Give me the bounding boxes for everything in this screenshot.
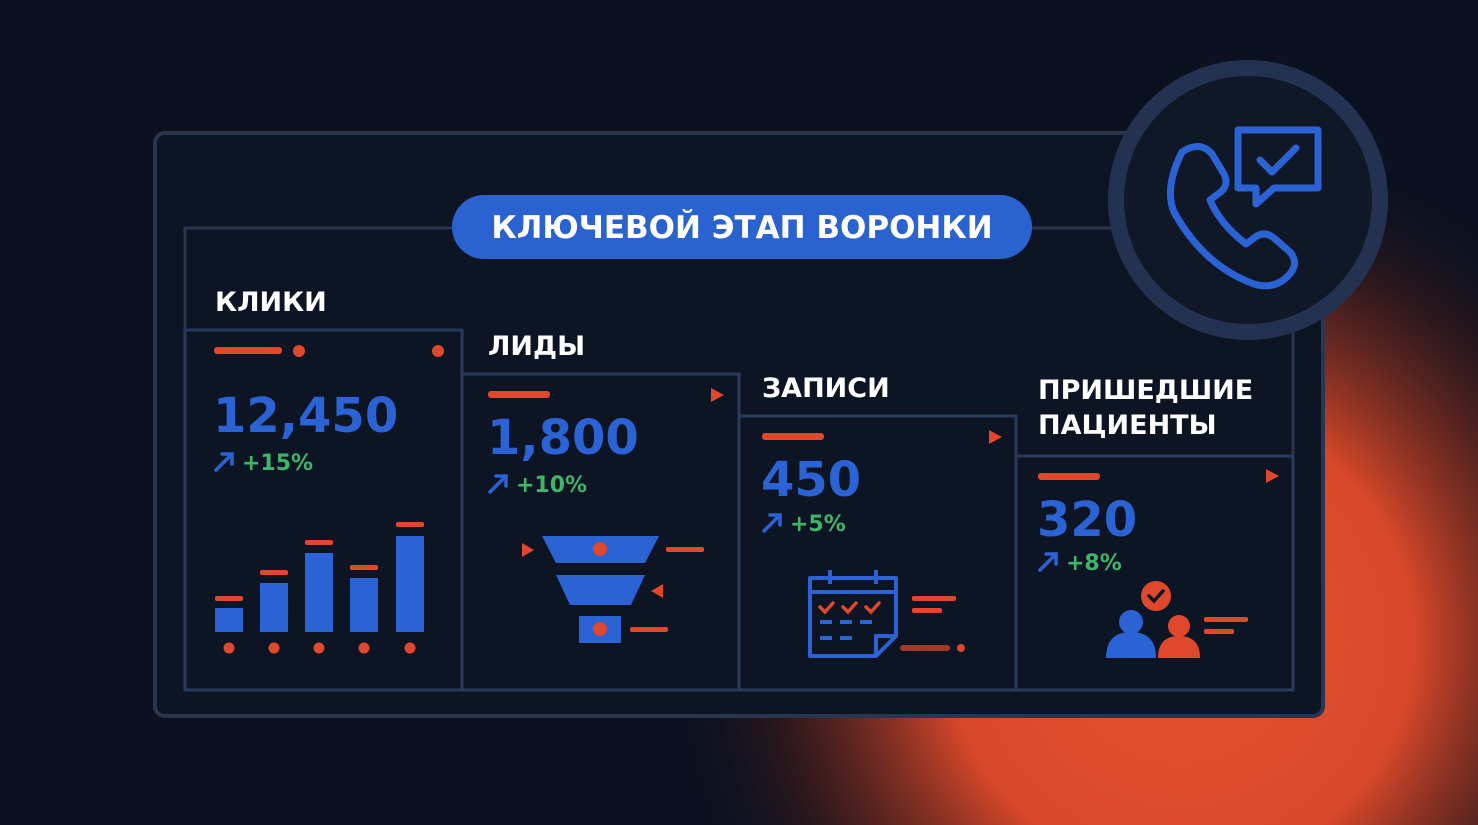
decor: [864, 601, 881, 615]
decor: [305, 540, 333, 545]
decor: [900, 596, 965, 652]
decor: [522, 543, 534, 557]
decor: [841, 601, 858, 615]
decor-red: [214, 345, 1279, 483]
stage-label: ПАЦИЕНТЫ: [1038, 410, 1217, 441]
decor: [260, 570, 288, 575]
decor: [1266, 469, 1279, 483]
decor: [666, 547, 704, 552]
decor: [651, 584, 663, 598]
decor: [860, 620, 872, 624]
decor: [1204, 617, 1248, 622]
decor: [593, 622, 607, 636]
patients-icon: [1106, 581, 1248, 658]
stage-boxes: [183, 328, 1295, 692]
decor: [900, 645, 950, 651]
decor: [1204, 629, 1234, 634]
decor: [522, 542, 704, 636]
decor: [762, 433, 824, 440]
decor: [1141, 581, 1171, 611]
stage-change: +8%: [1066, 551, 1122, 576]
decor: [432, 345, 444, 357]
decor: [215, 522, 424, 654]
decor: [350, 578, 378, 632]
decor: [818, 601, 881, 615]
decor: [215, 536, 424, 632]
stage-label: ПРИШЕДШИЕ: [1038, 375, 1253, 406]
decor: [957, 644, 965, 652]
decor: [711, 388, 724, 402]
decor: [556, 575, 645, 605]
decor: [1158, 636, 1200, 658]
decor: [989, 430, 1002, 444]
decor: [488, 391, 550, 398]
decor: [1166, 143, 1298, 290]
decor: [293, 345, 305, 357]
decor: [488, 474, 508, 494]
decor: [1204, 617, 1248, 634]
decor: [1147, 589, 1165, 604]
decor: [840, 620, 852, 624]
decor: [912, 596, 956, 601]
icon-circle: [1108, 60, 1388, 340]
decor: [820, 636, 832, 640]
decor: [214, 347, 282, 354]
stage-label: КЛИКИ: [215, 287, 327, 318]
stage-change: +10%: [516, 473, 587, 498]
decor: [818, 601, 835, 615]
decor: [268, 642, 280, 654]
decor: [215, 596, 243, 601]
funnel-icon: [522, 536, 704, 643]
decor: [214, 452, 234, 472]
decor: [350, 565, 378, 570]
decor: [1038, 552, 1058, 572]
decor: [305, 553, 333, 632]
decor: [396, 536, 424, 632]
stage-value: 1,800: [487, 410, 639, 466]
decor: [404, 642, 416, 654]
stage-value: 320: [1037, 492, 1137, 548]
decor: [808, 576, 898, 658]
calendar-icon: [808, 570, 965, 658]
decor: [912, 608, 942, 613]
decor: [396, 522, 424, 527]
stage-label: ЛИДЫ: [488, 331, 585, 362]
decor: [260, 583, 288, 632]
change-arrows: [214, 452, 1058, 572]
stage-change: +15%: [242, 451, 313, 476]
stage-change: +5%: [790, 512, 846, 537]
title-pill: [452, 195, 1032, 259]
decor: [593, 542, 607, 556]
decor: [313, 642, 325, 654]
stage-value: 450: [761, 452, 861, 508]
phone-icon: [1166, 126, 1322, 290]
title: КЛЮЧЕВОЙ ЭТАП ВОРОНКИ: [491, 210, 992, 246]
decor: [820, 620, 832, 624]
stage-box: [183, 328, 464, 692]
decor: [1256, 144, 1300, 176]
decor: [630, 627, 668, 632]
decor: [1234, 126, 1322, 208]
stage-value: 12,450: [213, 388, 398, 444]
decor: [358, 642, 370, 654]
decor: [840, 636, 852, 640]
decor: [820, 620, 872, 640]
decor: [1119, 610, 1143, 634]
decor: [215, 608, 243, 632]
decor: [1106, 632, 1156, 658]
decor: [1168, 615, 1190, 637]
stage-label: ЗАПИСИ: [762, 373, 890, 404]
decor: [762, 513, 782, 533]
decor: [874, 634, 896, 656]
decor: [808, 570, 898, 658]
decor: [1038, 473, 1100, 480]
decor: [223, 642, 235, 654]
bars-icon: [215, 522, 424, 654]
